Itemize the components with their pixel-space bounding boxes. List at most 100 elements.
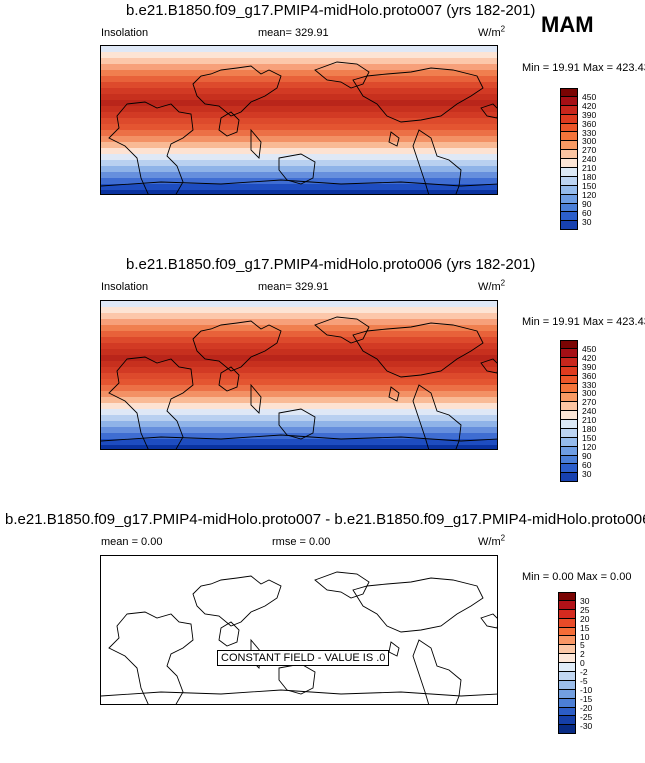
colorbar-box <box>560 88 578 97</box>
coastline <box>388 131 400 147</box>
panel1-title: b.e21.B1850.f09_g17.PMIP4-midHolo.proto0… <box>126 2 536 19</box>
field-band <box>101 118 497 125</box>
colorbar-box <box>560 203 578 213</box>
panel3-minmax: Min = 0.00 Max = 0.00 <box>522 571 632 583</box>
coastline <box>192 575 282 627</box>
colorbar-label: 270 <box>582 397 597 408</box>
panel2-mean-label: mean= 329.91 <box>258 281 329 293</box>
field-band <box>101 397 497 404</box>
field-band <box>101 403 497 410</box>
colorbar-box <box>558 627 576 637</box>
colorbar-box <box>558 645 576 655</box>
field-band <box>101 106 497 113</box>
colorbar-label: 20 <box>580 613 590 624</box>
colorbar-label: -5 <box>580 676 588 686</box>
colorbar-box <box>560 159 578 169</box>
coastline <box>278 153 316 185</box>
coastline <box>480 103 497 119</box>
colorbar-box <box>560 114 578 124</box>
coastline <box>480 613 497 629</box>
colorbar-box <box>560 194 578 204</box>
panel2-map <box>100 300 498 450</box>
coastline <box>388 386 400 402</box>
colorbar-label: -2 <box>580 667 588 678</box>
coastline <box>250 383 262 414</box>
field-band <box>101 154 497 161</box>
coastline <box>250 128 262 159</box>
colorbar-label: 10 <box>580 631 590 642</box>
coastline <box>218 111 240 137</box>
colorbar-label: 180 <box>582 424 597 434</box>
field-band <box>101 190 497 194</box>
field-band <box>101 130 497 137</box>
colorbar-box <box>560 340 578 349</box>
panel1-field <box>101 46 497 194</box>
coastline-antarctica <box>101 179 497 187</box>
field-band <box>101 64 497 71</box>
colorbar-label: 240 <box>582 154 597 165</box>
field-band <box>101 373 497 380</box>
colorbar-box <box>560 437 578 447</box>
colorbar-label: 150 <box>582 432 597 443</box>
field-band <box>101 385 497 392</box>
colorbar-box <box>560 464 578 474</box>
colorbar-label: 390 <box>582 361 597 372</box>
colorbar-label: 180 <box>582 172 597 182</box>
colorbar-label: 5 <box>580 640 585 651</box>
colorbar-label: 450 <box>582 343 597 354</box>
colorbar-label: 210 <box>582 415 597 426</box>
colorbar-box <box>558 636 576 646</box>
panel1-variable-label: Insolation <box>101 27 149 39</box>
field-band <box>101 94 497 101</box>
coastline <box>108 356 194 449</box>
field-band <box>101 391 497 398</box>
colorbar-label: 420 <box>582 352 597 363</box>
panel3-field <box>101 571 497 704</box>
colorbar-label: 450 <box>582 91 597 102</box>
coastline <box>314 316 370 344</box>
colorbar-box <box>560 428 578 438</box>
panel3-colorbar: 30 25 20 15 10 5 2 0 -2 -5 -10 -15 -20 -25 -30 <box>558 592 592 735</box>
colorbar-label: -20 <box>580 702 593 713</box>
colorbar-label: 210 <box>582 163 597 174</box>
field-band <box>101 58 497 65</box>
coastline <box>278 663 316 695</box>
field-band <box>101 184 497 191</box>
panel2-colorbar: 450 420 390 360 330 300 270 240 210 180 150 120 90 60… <box>560 340 596 483</box>
coastline <box>412 384 462 449</box>
panel3-mean-label: mean = 0.00 <box>101 536 163 548</box>
coastline-antarctica <box>101 689 497 697</box>
colorbar-label: 60 <box>582 207 592 218</box>
colorbar-box <box>558 725 576 735</box>
colorbar-label: 390 <box>582 109 597 120</box>
coastline <box>412 129 462 194</box>
field-band <box>101 136 497 143</box>
field-band <box>101 331 497 338</box>
colorbar-box <box>560 411 578 421</box>
colorbar-label: 60 <box>582 459 592 470</box>
colorbar-box <box>560 402 578 412</box>
coastline <box>352 67 484 123</box>
colorbar-box <box>558 618 576 628</box>
colorbar-label: -25 <box>580 711 593 722</box>
colorbar-box <box>560 366 578 376</box>
panel2-units: W/m2 <box>478 278 506 293</box>
field-band <box>101 343 497 350</box>
colorbar-box <box>558 680 576 690</box>
colorbar-box <box>560 176 578 186</box>
field-band <box>101 52 497 59</box>
colorbar-label: -10 <box>580 684 593 695</box>
colorbar-box <box>560 105 578 115</box>
colorbar-label: 150 <box>582 180 597 191</box>
field-band <box>101 439 497 446</box>
field-band <box>101 325 497 332</box>
field-band <box>101 148 497 155</box>
field-band <box>101 160 497 167</box>
field-band <box>101 415 497 422</box>
colorbar-label: 90 <box>582 450 592 461</box>
coastline <box>480 358 497 374</box>
coastline <box>352 322 484 378</box>
colorbar-box <box>560 185 578 195</box>
coastline <box>278 408 316 440</box>
panel1-minmax: Min = 19.91 Max = 423.43 <box>522 62 645 74</box>
